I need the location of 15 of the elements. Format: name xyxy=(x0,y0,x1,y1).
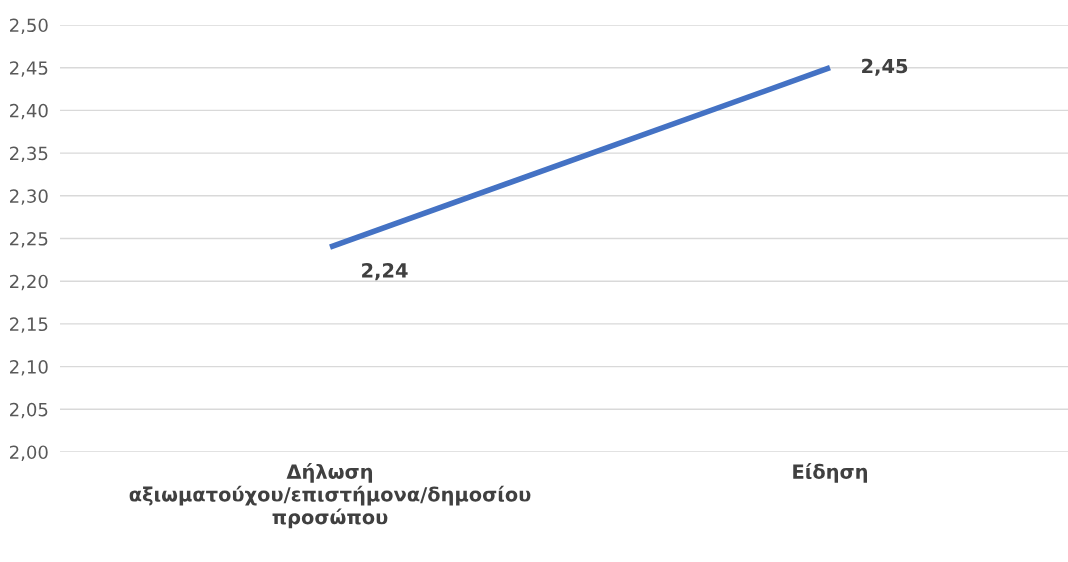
y-tick-label: 2,10 xyxy=(10,360,48,376)
data-label: 2,24 xyxy=(362,262,408,281)
y-tick-label: 2,05 xyxy=(10,402,48,419)
x-tick-label: Δήλωση αξιωματούχου/επιστήμονα/δημοσίου προσώπου xyxy=(129,463,531,529)
y-tick-label: 2,30 xyxy=(10,189,48,205)
y-tick-label: 2,25 xyxy=(10,231,48,248)
x-tick-label: Είδηση xyxy=(793,463,867,483)
y-tick-label: 2,15 xyxy=(10,317,48,333)
y-tick-label: 2,40 xyxy=(10,103,48,120)
y-tick-label: 2,20 xyxy=(10,274,48,291)
data-label: 2,45 xyxy=(862,58,908,76)
y-tick-label: 2,45 xyxy=(10,61,48,77)
y-tick-label: 2,50 xyxy=(10,18,48,34)
y-tick-label: 2,00 xyxy=(10,445,48,461)
y-tick-label: 2,35 xyxy=(10,146,48,163)
